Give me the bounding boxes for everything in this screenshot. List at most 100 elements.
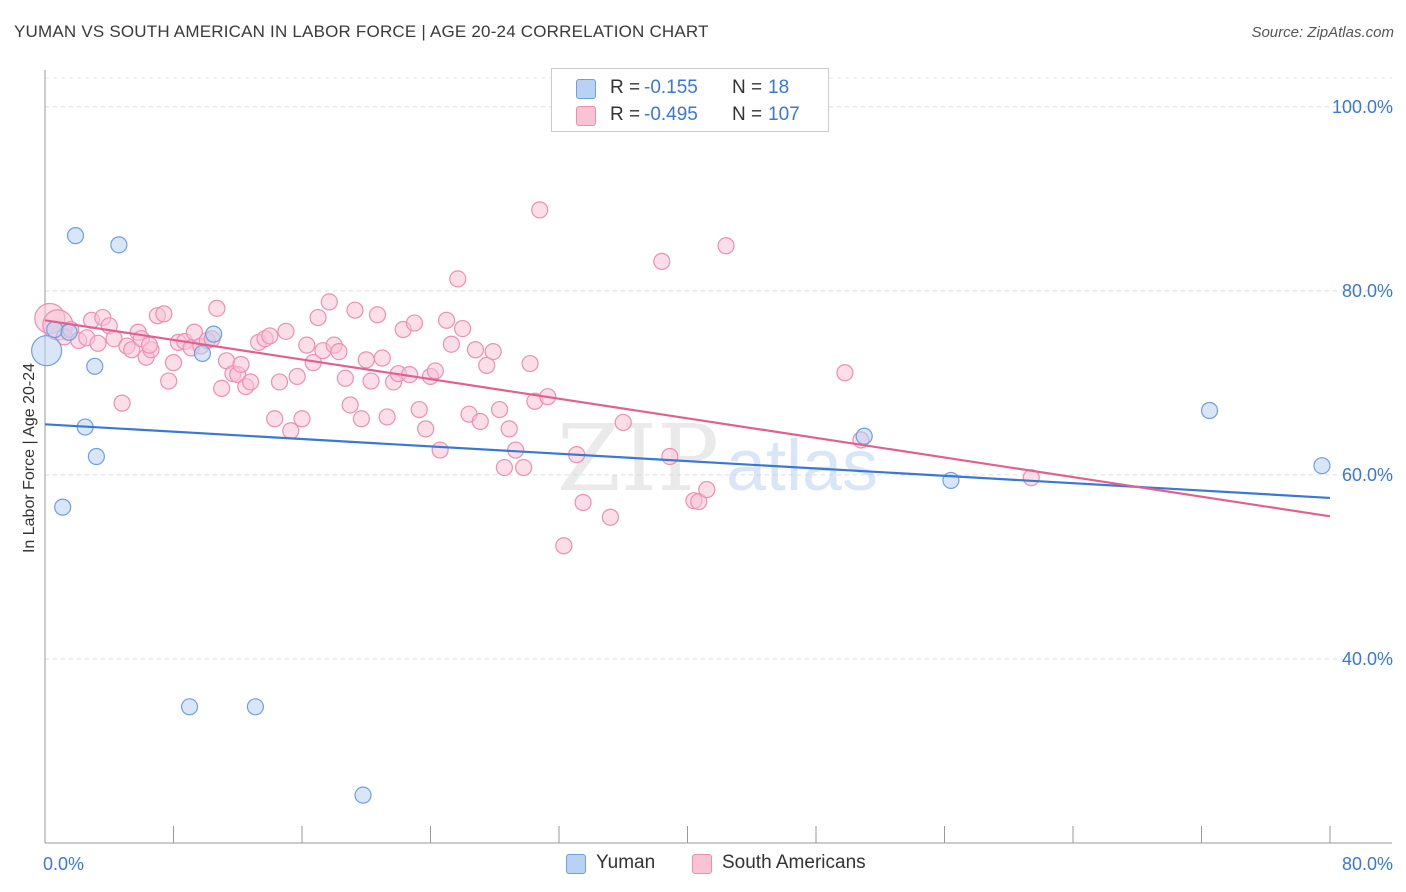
yuman-point bbox=[855, 427, 873, 445]
south-americans-point bbox=[661, 447, 679, 466]
south-americans-point bbox=[362, 372, 380, 390]
bottom-legend-label-yuman: Yuman bbox=[596, 852, 656, 873]
south-americans-point bbox=[471, 412, 489, 431]
source-credit: Source: ZipAtlas.com bbox=[1251, 24, 1394, 41]
south-americans-point bbox=[454, 319, 472, 338]
yuman-point bbox=[205, 325, 223, 343]
south-americans-point bbox=[266, 410, 284, 428]
south-americans-point bbox=[410, 400, 428, 419]
south-americans-point bbox=[500, 420, 518, 438]
legend-n-value: 107 bbox=[768, 104, 800, 125]
south-americans-point bbox=[417, 420, 435, 438]
legend-swatch-yuman bbox=[576, 79, 596, 99]
y-tick-label: 40.0% bbox=[1342, 649, 1393, 669]
south-americans-point bbox=[155, 305, 173, 323]
south-americans-point bbox=[298, 336, 316, 354]
south-americans-point bbox=[698, 481, 716, 499]
south-americans-point bbox=[653, 252, 671, 271]
south-americans-point bbox=[449, 270, 467, 288]
tick-labels: 40.0% 60.0% 80.0% 100.0% 0.0% 80.0% bbox=[43, 97, 1393, 874]
yuman-point bbox=[60, 323, 78, 341]
south-americans-point bbox=[531, 201, 549, 219]
legend: R = -0.155 N = 18 R = -0.495 N = 107 bbox=[551, 68, 829, 132]
south-americans-point bbox=[309, 308, 327, 327]
legend-n-label: N = bbox=[732, 104, 763, 125]
south-americans-point bbox=[717, 237, 735, 255]
south-americans-point bbox=[373, 349, 391, 367]
south-americans-point bbox=[574, 493, 592, 512]
south-americans-point bbox=[555, 537, 573, 555]
legend-r-label: R = bbox=[610, 77, 641, 98]
south-americans-point bbox=[123, 341, 141, 359]
south-americans-point bbox=[164, 354, 183, 372]
south-americans-point bbox=[261, 327, 279, 345]
south-americans-point bbox=[478, 356, 496, 374]
chart-title: YUMAN VS SOUTH AMERICAN IN LABOR FORCE |… bbox=[14, 22, 709, 41]
yuman-point bbox=[54, 498, 72, 516]
yuman-point bbox=[46, 320, 64, 339]
south-americans-point bbox=[288, 367, 306, 386]
south-americans-point bbox=[330, 342, 348, 361]
south-americans-point bbox=[405, 314, 424, 332]
yuman-point bbox=[1313, 457, 1331, 475]
legend-r-label: R = bbox=[610, 104, 641, 125]
yuman-point bbox=[193, 344, 212, 363]
legend-n-value: 18 bbox=[768, 77, 790, 98]
south-americans-point bbox=[89, 334, 107, 352]
bottom-legend-swatch-yuman bbox=[566, 854, 586, 874]
south-americans-point bbox=[213, 379, 231, 398]
south-americans-point bbox=[357, 351, 375, 369]
south-americans-point bbox=[160, 372, 178, 390]
yuman-point bbox=[1200, 401, 1219, 420]
x-tick-label: 80.0% bbox=[1342, 854, 1393, 874]
yuman-point bbox=[87, 447, 106, 466]
south-americans-point bbox=[270, 373, 289, 391]
south-americans-point bbox=[185, 323, 203, 341]
yuman-point bbox=[354, 786, 372, 804]
south-americans-point bbox=[614, 413, 632, 432]
south-americans-point bbox=[208, 299, 226, 317]
south-americans-point bbox=[431, 441, 449, 459]
south-americans-point bbox=[495, 458, 513, 477]
trend-lines bbox=[44, 319, 1331, 518]
yuman-point bbox=[31, 335, 63, 367]
legend-row-south-americans: R = -0.495 N = 107 bbox=[552, 102, 828, 128]
south-americans-point bbox=[113, 394, 131, 412]
yuman-point bbox=[246, 698, 265, 716]
watermark: ZIP atlas bbox=[557, 405, 878, 512]
south-americans-point bbox=[242, 373, 260, 391]
south-americans-point bbox=[320, 293, 338, 311]
y-tick-label: 80.0% bbox=[1342, 281, 1393, 301]
x-tick-label: 0.0% bbox=[43, 854, 84, 874]
axes bbox=[44, 70, 1392, 844]
legend-n-label: N = bbox=[732, 77, 763, 98]
south-americans-trend-line bbox=[44, 319, 1331, 518]
bottom-legend-swatch-south-americans bbox=[692, 854, 712, 874]
south-americans-point bbox=[466, 341, 485, 359]
south-americans-point bbox=[601, 508, 620, 526]
yuman-trend-line bbox=[44, 423, 1331, 500]
south-americans-point bbox=[836, 364, 854, 382]
south-americans-point bbox=[277, 322, 295, 340]
south-americans-point bbox=[690, 492, 708, 511]
south-americans-point bbox=[521, 354, 539, 373]
south-americans-point bbox=[437, 311, 456, 329]
south-americans-point bbox=[352, 410, 371, 428]
bottom-legend-label-south-americans: South Americans bbox=[722, 852, 866, 873]
south-americans-point bbox=[368, 306, 387, 324]
south-americans-point bbox=[232, 355, 250, 374]
south-americans-point bbox=[140, 336, 159, 354]
south-americans-point bbox=[378, 408, 396, 426]
data-points bbox=[31, 201, 1331, 804]
yuman-point bbox=[66, 227, 85, 245]
legend-swatch-south-americans bbox=[576, 106, 596, 126]
south-americans-point bbox=[442, 335, 460, 353]
south-americans-point bbox=[515, 458, 533, 477]
south-americans-point bbox=[341, 396, 359, 414]
south-americans-point bbox=[484, 342, 502, 361]
south-americans-point bbox=[490, 400, 509, 419]
y-tick-label: 100.0% bbox=[1332, 97, 1393, 117]
yuman-point bbox=[110, 236, 128, 254]
yuman-point bbox=[86, 357, 104, 375]
